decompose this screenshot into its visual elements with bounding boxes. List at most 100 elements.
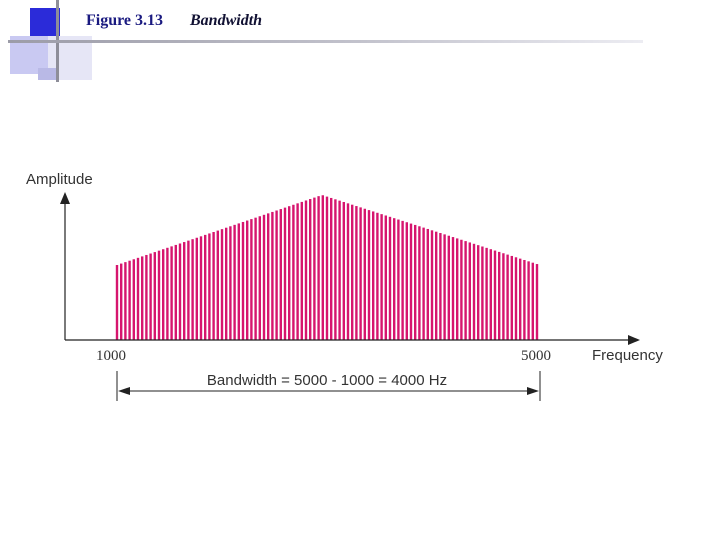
- spectrum-bar: [262, 214, 266, 340]
- spectrum-bar: [229, 226, 232, 340]
- spectrum-bar: [514, 257, 518, 340]
- spectrum-bar: [317, 196, 320, 340]
- spectrum-bar: [439, 233, 442, 340]
- spectrum-bar: [141, 256, 144, 340]
- spectrum-bar: [309, 199, 312, 340]
- spectrum-bar: [376, 212, 379, 340]
- spectrum-bar: [304, 200, 308, 340]
- spectrum-bar: [288, 206, 291, 340]
- spectrum-bar: [153, 252, 156, 340]
- spectrum-bar: [506, 254, 509, 340]
- spectrum-bar: [464, 241, 467, 340]
- spectrum-bar: [401, 220, 404, 340]
- spectrum-bar: [170, 246, 173, 340]
- spectrum-bar: [233, 224, 236, 340]
- spectrum-bar: [296, 203, 299, 340]
- spectrum-bar: [430, 230, 434, 340]
- spectrum-bar: [489, 249, 492, 340]
- spectrum-bar: [359, 207, 362, 340]
- corner-decoration-square-small: [38, 68, 58, 80]
- spectrum-bar: [481, 246, 484, 340]
- spectrum-bar: [225, 227, 228, 340]
- spectrum-bar: [187, 240, 190, 340]
- spectrum-bar: [447, 235, 450, 340]
- spectrum-bar: [283, 207, 287, 340]
- spectrum-bar: [472, 243, 476, 340]
- spectrum-bar: [275, 210, 278, 340]
- spectrum-bar: [435, 231, 438, 340]
- spectrum-bar: [191, 239, 194, 340]
- spectrum-bar: [535, 264, 539, 340]
- spectrum-bar: [325, 196, 329, 340]
- spectrum-bar: [136, 257, 140, 340]
- spectrum-bar: [313, 197, 316, 340]
- spectrum-bar: [254, 217, 257, 340]
- title-underline: [8, 40, 643, 43]
- spectrum-bar: [178, 243, 182, 340]
- spectrum-bar: [292, 204, 295, 340]
- spectrum-bar: [460, 239, 463, 340]
- spectrum-bar: [166, 247, 169, 340]
- spectrum-bar: [128, 260, 131, 340]
- spectrum-bar: [183, 242, 186, 340]
- spectrum-bar: [451, 237, 455, 340]
- spectrum-bar: [493, 250, 497, 340]
- spectrum-bar: [204, 234, 207, 340]
- spectrum-bar: [120, 263, 123, 340]
- spectrum-bar: [250, 219, 253, 340]
- spectrum-bar: [443, 234, 446, 340]
- spectrum-bar: [523, 259, 526, 340]
- spectrum-bar: [241, 221, 245, 340]
- spectrum-bar: [351, 204, 354, 340]
- bandwidth-right-arrowhead: [527, 387, 539, 395]
- spectrum-bar: [531, 262, 534, 340]
- spectrum-bar: [485, 247, 488, 340]
- spectrum-bar: [132, 259, 135, 340]
- spectrum-bar: [174, 244, 177, 340]
- spectrum-bar: [212, 232, 215, 340]
- spectrum-bar: [199, 236, 203, 340]
- spectrum-bar: [527, 261, 530, 340]
- spectrum-bar: [409, 223, 413, 340]
- spectrum-bar: [346, 203, 350, 340]
- spectrum-bar: [363, 208, 366, 340]
- spectrum-bar: [321, 195, 324, 340]
- spectrum-bar: [195, 237, 198, 340]
- spectrum-bar: [388, 216, 392, 340]
- spectrum-bar: [422, 227, 425, 340]
- spectrum-bar: [338, 200, 341, 340]
- bandwidth-left-arrowhead: [118, 387, 130, 395]
- spectrum-bar: [456, 238, 459, 340]
- amplitude-axis-arrowhead: [60, 192, 70, 204]
- spectrum-bar: [208, 233, 211, 340]
- spectrum-bar: [498, 251, 501, 340]
- frequency-axis-label: Frequency: [592, 347, 663, 364]
- spectrum-bar: [477, 245, 480, 340]
- slide-title: Figure 3.13 Bandwidth: [86, 12, 262, 30]
- figure-title: Bandwidth: [190, 12, 263, 29]
- high-frequency-label: 5000: [521, 348, 551, 364]
- spectrum-bar: [405, 222, 408, 340]
- spectrum-bar: [342, 202, 345, 340]
- corner-decoration-square-blue: [30, 8, 60, 38]
- spectrum-bar: [367, 210, 371, 340]
- spectrum-bar: [418, 226, 421, 340]
- spectrum-bar: [397, 219, 400, 340]
- spectrum-bar: [115, 265, 119, 340]
- spectrum-bar: [267, 213, 270, 340]
- spectrum-bar: [355, 206, 358, 340]
- spectrum-bar: [149, 253, 152, 340]
- spectrum-bar: [145, 254, 148, 340]
- figure-number: Figure 3.13: [86, 12, 164, 29]
- spectrum-bar: [220, 229, 224, 340]
- spectrum-bar: [510, 255, 513, 340]
- spectrum-bar: [372, 211, 375, 340]
- spectrum-bar: [393, 218, 396, 340]
- spectrum-bar: [468, 242, 471, 340]
- spectrum-bar: [237, 223, 240, 340]
- spectrum-bar: [426, 228, 429, 340]
- spectrum-bar: [124, 262, 127, 340]
- spectrum-bars: [115, 195, 539, 340]
- spectrum-bar: [258, 216, 261, 340]
- frequency-axis-arrowhead: [628, 335, 640, 345]
